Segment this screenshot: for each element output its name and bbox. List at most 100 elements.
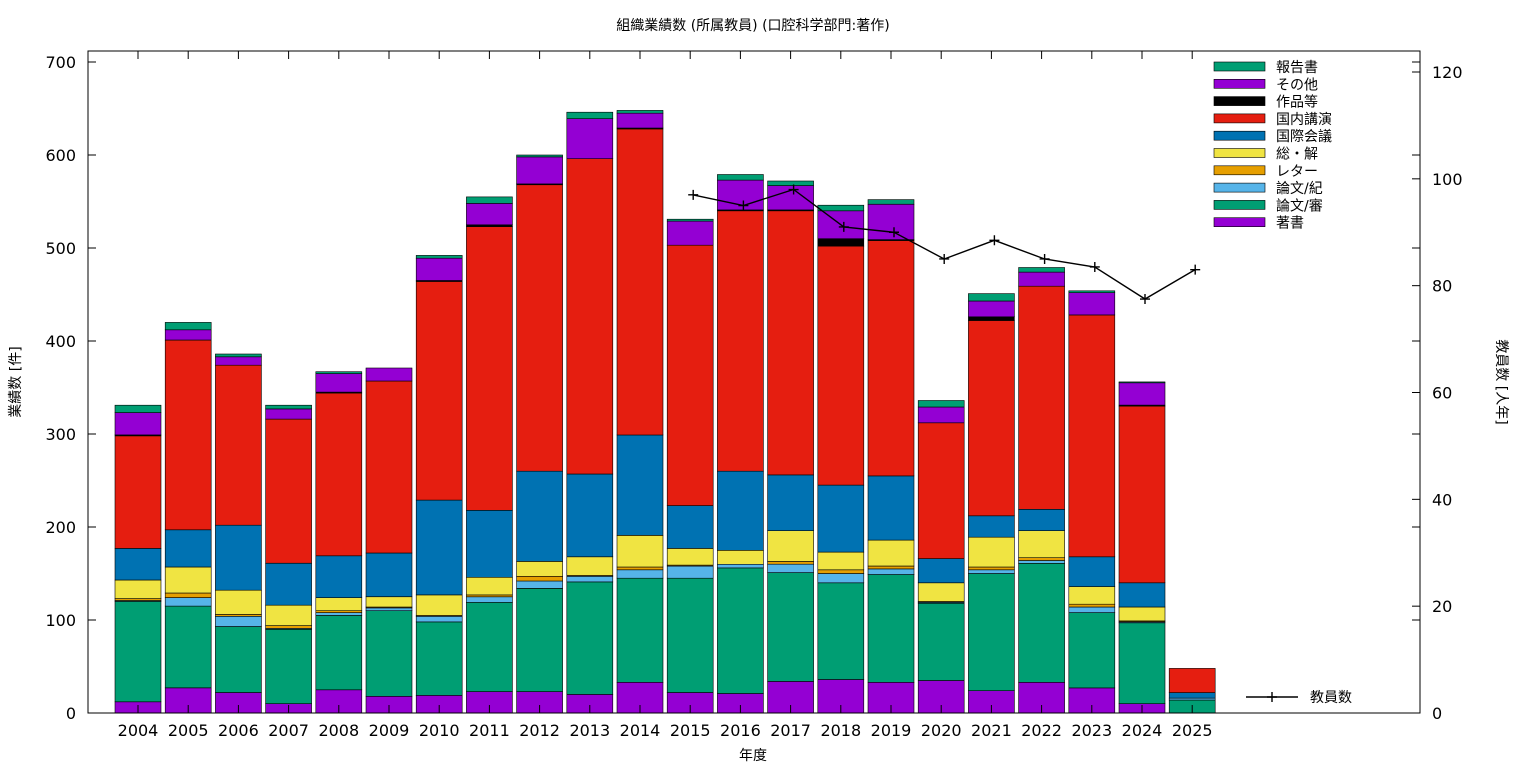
bar-segment (516, 156, 563, 185)
bar-segment (917, 602, 965, 681)
bar-segment (616, 569, 664, 579)
bar-segment (717, 174, 764, 181)
bar-segment (215, 626, 262, 693)
legend-label: 報告書 (1276, 60, 1318, 76)
legend-label: 著書 (1276, 216, 1304, 232)
x-tick-label: 2018 (820, 721, 861, 740)
x-tick-label: 2007 (268, 721, 309, 740)
bar-segment (867, 204, 915, 240)
bar-segment (265, 604, 312, 626)
bar-segment (415, 594, 463, 616)
faculty-point (989, 235, 1000, 246)
bar-segment (215, 364, 262, 526)
bar-segment (717, 549, 764, 565)
bar-segment (265, 625, 312, 629)
bar-segment (867, 199, 915, 205)
bar-segment (265, 408, 312, 420)
bar-segment (566, 118, 614, 159)
bar-segment (365, 610, 413, 697)
bar-segment (164, 592, 212, 598)
y-tick-label: 200 (45, 518, 76, 537)
x-tick-label: 2023 (1071, 721, 1112, 740)
bar-segment (365, 607, 413, 612)
x-tick-label: 2015 (670, 721, 711, 740)
bar-segment (315, 371, 363, 374)
bar-segment (917, 582, 965, 602)
bar-segment (415, 255, 463, 259)
bar-segment (466, 203, 513, 226)
bar-segment (265, 404, 312, 410)
bar-segment (968, 569, 1015, 574)
x-tick-label: 2022 (1021, 721, 1062, 740)
y-tick-label: 500 (45, 239, 76, 258)
bar-segment (1118, 382, 1166, 406)
bar-segment (566, 111, 614, 119)
bar-segment (114, 579, 162, 599)
bar-segment (817, 484, 865, 553)
bar-segment (315, 373, 363, 393)
bar-segment (917, 400, 965, 408)
bar-segment (767, 210, 814, 476)
bar-segment (516, 575, 563, 582)
bar-segment (616, 535, 664, 568)
bar-segment (666, 577, 714, 693)
y-tick-label: 100 (45, 611, 76, 630)
bar-segment (516, 588, 563, 692)
x-tick-label: 2020 (921, 721, 962, 740)
legend-swatch (1213, 200, 1266, 210)
bar-segment (265, 628, 312, 704)
bar-segment (415, 281, 463, 501)
faculty-point (889, 227, 899, 238)
bar-segment (566, 158, 614, 475)
bar-segment (315, 392, 363, 557)
bar-segment (215, 353, 262, 358)
bar-segment (516, 580, 563, 589)
y2-tick-label: 20 (1432, 597, 1452, 616)
legend-label: 教員数 (1310, 690, 1352, 706)
x-axis: 2004 2005 2006 2007 2008 2009 2010 2011 2012 2013… (118, 51, 1213, 740)
legend-label: 国際会議 (1276, 128, 1332, 145)
bar-segment (968, 536, 1015, 568)
bar-segment (164, 597, 212, 607)
bar-segment (315, 555, 363, 598)
bar-segment (365, 367, 413, 382)
bar-segment (1118, 622, 1166, 704)
bar-segment (767, 563, 814, 573)
bar-segment (817, 573, 865, 584)
legend-swatch (1213, 96, 1266, 106)
bar-segment (164, 322, 212, 331)
bar-segment (867, 574, 915, 683)
bar-segment (566, 473, 614, 558)
legend-swatch (1213, 165, 1266, 176)
bar-segment (1018, 560, 1065, 564)
bar-segment (867, 539, 915, 567)
bar-segment (215, 615, 262, 627)
bar-segment (666, 548, 714, 566)
bar-segment (164, 529, 212, 568)
bar-segment (616, 577, 664, 683)
y-tick-label: 300 (45, 425, 76, 444)
bar-segment (1018, 530, 1065, 559)
bar-segment (114, 435, 162, 549)
legend-swatch (1213, 182, 1266, 193)
bar-segment (516, 154, 563, 158)
bar-segment (466, 196, 513, 204)
bar-segment (315, 615, 363, 691)
bar-segment (265, 562, 312, 606)
bar-segment (365, 596, 413, 608)
bar-segment (1068, 612, 1116, 689)
x-tick-label: 2009 (369, 721, 410, 740)
bar-segment (1018, 557, 1065, 561)
y-tick-label: 400 (45, 332, 76, 351)
faculty-point (738, 200, 749, 211)
legend-swatch (1213, 217, 1266, 227)
bar-segment (365, 552, 413, 598)
y2-tick-label: 60 (1432, 384, 1452, 403)
bar-segment (1068, 290, 1116, 293)
bar-segment (616, 110, 664, 114)
y2-axis-label: 教員数 [人年] (1493, 339, 1509, 424)
bar-segment (415, 621, 463, 696)
faculty-point (1039, 253, 1050, 264)
x-tick-label: 2005 (168, 721, 209, 740)
